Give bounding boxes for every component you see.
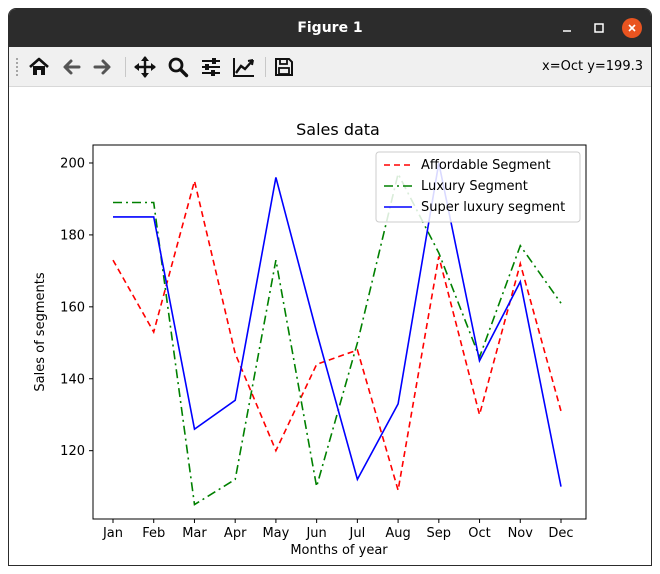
- move-icon: [134, 56, 156, 78]
- magnifier-icon: [168, 57, 189, 78]
- x-tick-label: Mar: [182, 526, 207, 541]
- x-ticks: Jan Feb Mar Apr May Jun Jul Aug Sep Oct Nov Dec: [102, 519, 574, 541]
- home-icon: [29, 57, 49, 75]
- forward-button[interactable]: [89, 53, 117, 81]
- configure-subplots-button[interactable]: [197, 53, 225, 81]
- back-button[interactable]: [57, 53, 85, 81]
- x-tick-label: Apr: [224, 526, 247, 541]
- x-tick-label: Jan: [102, 526, 123, 541]
- series-line-0: [112, 180, 562, 491]
- save-button[interactable]: [270, 53, 298, 81]
- chart-legend: Affordable Segment Luxury Segment Super lu…: [375, 151, 581, 223]
- maximize-button[interactable]: [589, 18, 609, 38]
- legend-label-2: Super luxury segment: [421, 200, 565, 215]
- floppy-disk-icon: [275, 58, 293, 76]
- series-line-2: [113, 162, 562, 487]
- y-tick-label: 200: [60, 156, 85, 171]
- minimize-icon: [563, 30, 571, 32]
- y-tick-label: 180: [60, 228, 85, 243]
- window-title: Figure 1: [297, 20, 363, 36]
- legend-label-1: Luxury Segment: [421, 179, 528, 194]
- legend-label-0: Affordable Segment: [421, 158, 551, 173]
- x-tick-label: Aug: [385, 526, 410, 541]
- pan-button[interactable]: [131, 53, 159, 81]
- x-tick-label: Jun: [305, 526, 326, 541]
- line-chart[interactable]: Sales data Jan Feb Mar Apr May Jun Jul Aug Sep Oc…: [9, 87, 651, 565]
- close-button[interactable]: [622, 18, 642, 38]
- home-button[interactable]: [25, 53, 53, 81]
- x-axis-label: Months of year: [290, 543, 388, 558]
- y-tick-label: 160: [60, 300, 85, 315]
- x-tick-label: Dec: [548, 526, 573, 541]
- toolbar-grip[interactable]: [15, 57, 19, 77]
- x-tick-label: May: [262, 526, 289, 541]
- y-tick-label: 120: [60, 444, 85, 459]
- sliders-icon: [202, 58, 220, 76]
- zoom-button[interactable]: [164, 53, 192, 81]
- title-bar[interactable]: Figure 1: [9, 9, 651, 47]
- axes-frame: [92, 144, 587, 520]
- figure-window: Figure 1: [8, 8, 652, 566]
- x-tick-label: Jul: [349, 526, 366, 541]
- toolbar: x=Oct y=199.3: [9, 47, 651, 87]
- y-axis-label: Sales of segments: [33, 272, 48, 391]
- cursor-coordinates: x=Oct y=199.3: [542, 59, 643, 74]
- toolbar-separator: [125, 57, 126, 77]
- y-tick-label: 140: [60, 372, 85, 387]
- y-ticks: 120 140 160 180 200: [60, 156, 93, 459]
- legend-box: [375, 151, 581, 223]
- toolbar-separator: [265, 57, 266, 77]
- minimize-button[interactable]: [557, 18, 577, 38]
- close-icon: [628, 24, 636, 32]
- arrow-left-icon: [63, 59, 81, 75]
- x-tick-label: Nov: [508, 526, 534, 541]
- edit-axis-button[interactable]: [230, 53, 258, 81]
- maximize-icon: [594, 23, 604, 33]
- x-tick-label: Oct: [468, 526, 490, 541]
- x-tick-label: Sep: [427, 526, 452, 541]
- plot-lines: [112, 162, 562, 506]
- figure-canvas[interactable]: Sales data Jan Feb Mar Apr May Jun Jul Aug Sep Oc…: [9, 87, 651, 565]
- chart-title: Sales data: [296, 120, 380, 139]
- arrow-right-icon: [93, 59, 111, 75]
- series-line-1: [113, 171, 562, 506]
- line-chart-icon: [233, 58, 254, 77]
- x-tick-label: Feb: [142, 526, 165, 541]
